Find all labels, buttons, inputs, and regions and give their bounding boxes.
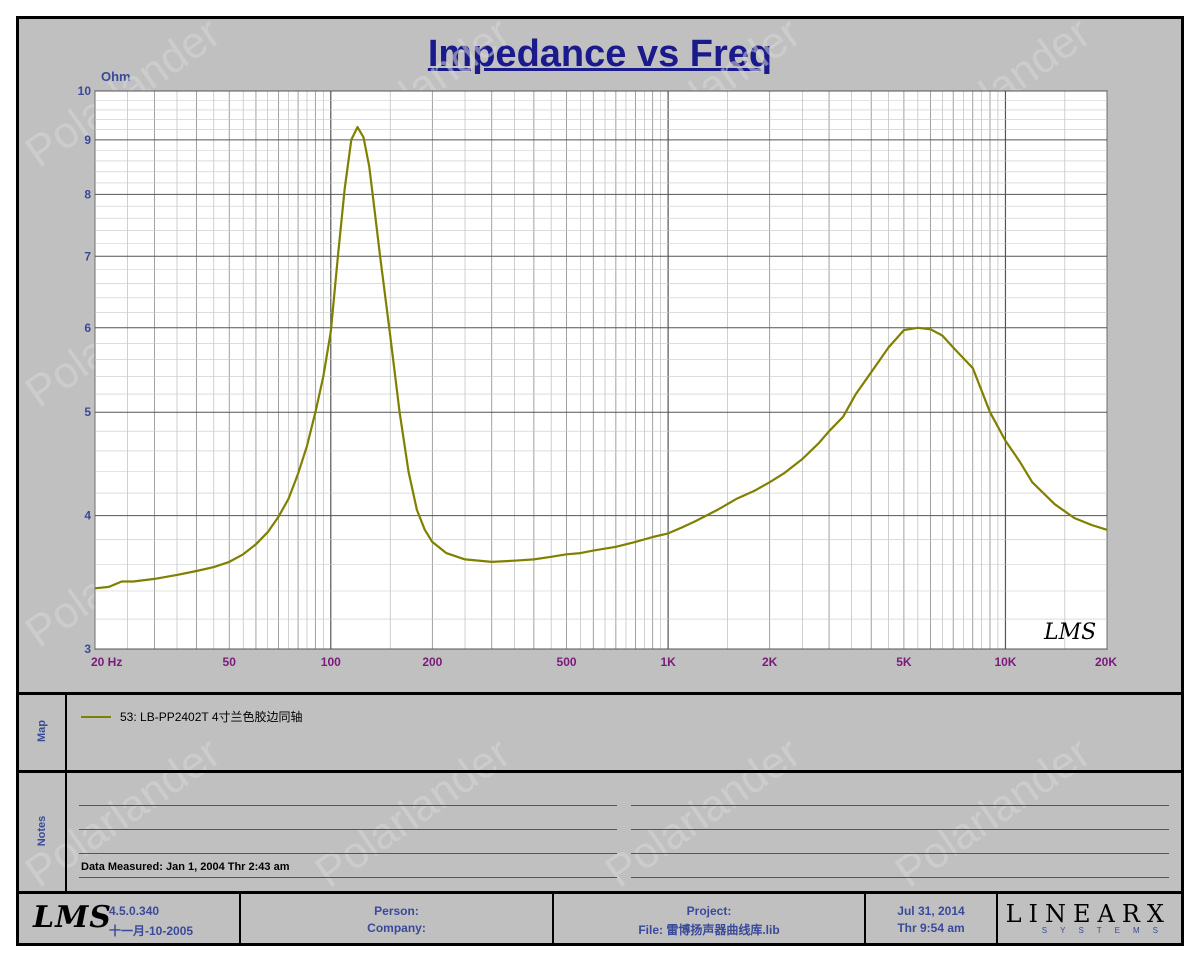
footer-date-cell: Jul 31, 2014 Thr 9:54 am [866,894,998,943]
plot-lms-logo: LMS [1043,620,1096,645]
footer-time: Thr 9:54 am [897,921,965,935]
company-label: Company: [367,921,426,935]
y-tick-label: 6 [84,321,91,335]
linearx-brand: LINEARX [1005,900,1171,928]
footer-project-cell: Project: File: 雷博扬声器曲线库.lib [554,894,866,943]
project-label: Project: [686,904,732,918]
chart-title: Impedance vs Freq [427,33,773,75]
y-tick-label: 8 [84,187,91,201]
x-tick-label: 2K [762,655,778,669]
map-section: Map 53: LB-PP2402T 4寸兰色胶边同轴 [19,695,1181,770]
impedance-chart: PolarlanderPolarlanderPolarlanderPolarla… [19,19,1181,897]
x-tick-label: 10K [994,655,1016,669]
series-line [94,125,1108,590]
note-line [631,853,1169,854]
y-tick-label: 10 [78,84,92,98]
watermark-text: Polarlander [1177,19,1181,177]
notes-section: Notes Data Measured: Jan 1, 2004 Thr 2:4… [19,773,1181,891]
note-line [79,877,617,878]
y-tick-label: 9 [84,133,91,147]
legend-swatch [81,716,111,718]
legend-entry: 53: LB-PP2402T 4寸兰色胶边同轴 [120,710,303,724]
x-tick-labels: 20 Hz 50 100 200 500 1K 2K 5K 10K 20K [91,655,1117,669]
note-line [631,877,1169,878]
divider-chart-map [19,692,1181,695]
x-tick-label: 200 [422,655,442,669]
y-tick-label: 4 [84,509,91,523]
lms-logo: LMS [33,900,112,935]
x-tick-label: 100 [321,655,341,669]
y-tick-label: 7 [84,249,91,263]
y-tick-label: 5 [84,405,91,419]
y-tick-labels: 10 9 8 7 6 5 4 3 [78,84,92,656]
footer-person-cell: Person: Company: [241,894,554,943]
x-tick-label: 1K [660,655,676,669]
plot-area [94,90,1108,650]
y-tick-label: 3 [84,642,91,656]
map-label: Map [36,720,48,742]
note-line [631,805,1169,806]
note-line [79,853,617,854]
x-tick-label: 500 [557,655,577,669]
x-tick-label: 5K [896,655,912,669]
divider-map-notes [19,770,1181,773]
footer-version-cell: LMS 4.5.0.340 十一月-10-2005 [19,894,241,943]
linearx-sub: SYSTEMS [1041,926,1171,935]
data-measured-text: Data Measured: Jan 1, 2004 Thr 2:43 am [81,861,290,873]
x-tick-label: 50 [223,655,237,669]
watermark-text: Polarlander [1177,248,1181,417]
notes-label: Notes [36,815,48,847]
linearx-logo: LINEARX SYSTEMS [1006,900,1171,935]
grid-lines [94,90,1108,650]
note-line [79,829,617,830]
report-frame: Impedance vs Freq Ohm Polarlander Polarla… [16,16,1184,946]
notes-side-panel: Notes [19,773,67,891]
x-tick-label: 20 Hz [91,655,122,669]
note-line [79,805,617,806]
person-label: Person: [374,904,419,918]
footer: LMS 4.5.0.340 十一月-10-2005 Person: Compan… [19,894,1181,943]
software-date: 十一月-10-2005 [109,924,194,938]
software-version: 4.5.0.340 [109,904,160,918]
map-side-panel: Map [19,695,67,770]
series-layer [94,125,1108,590]
y-axis-unit: Ohm [101,69,131,84]
watermark-text: Polarlander [1177,488,1181,657]
footer-date: Jul 31, 2014 [897,904,965,918]
file-label: File: 雷博扬声器曲线库.lib [638,923,780,937]
x-tick-label: 20K [1095,655,1117,669]
note-line [631,829,1169,830]
divider-notes-footer [19,891,1181,894]
